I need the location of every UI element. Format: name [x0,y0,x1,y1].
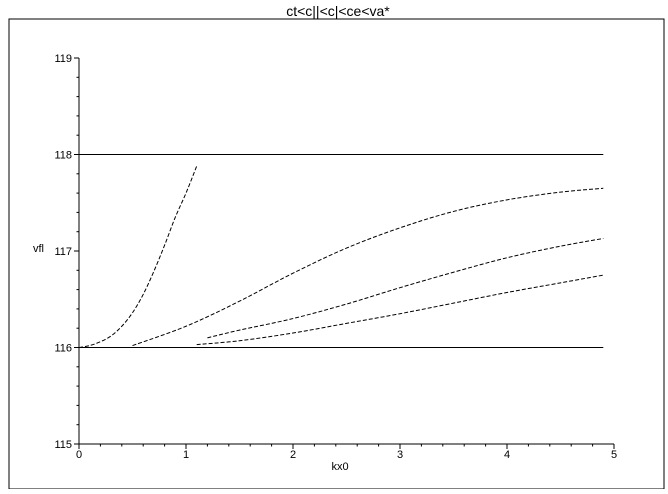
y-tick-label: 115 [54,439,72,451]
y-tick-label: 119 [54,53,72,65]
curves [78,153,604,349]
y-axis-label: vfl [33,243,44,255]
axes: 0 1 2 3 4 5 115 116 117 118 119 [54,53,617,461]
x-tick-label: 5 [611,449,617,461]
x-axis-label: kx0 [331,461,348,473]
chart-title: ct<c||<c|<ce<va* [286,3,390,19]
x-tick-label: 1 [183,449,189,461]
y-tick-label: 117 [54,246,72,258]
x-tick-label: 4 [504,449,510,461]
plot-border [8,18,665,490]
series-curve-3 [78,165,198,348]
x-tick-label: 2 [290,449,296,461]
series-curve-4 [132,187,604,347]
x-tick-label: 0 [76,449,82,461]
series-curve-5 [207,237,604,339]
y-tick-label: 118 [54,150,72,162]
y-tick-label: 116 [54,343,72,355]
x-tick-label: 3 [397,449,403,461]
series-curve-6 [196,274,604,346]
